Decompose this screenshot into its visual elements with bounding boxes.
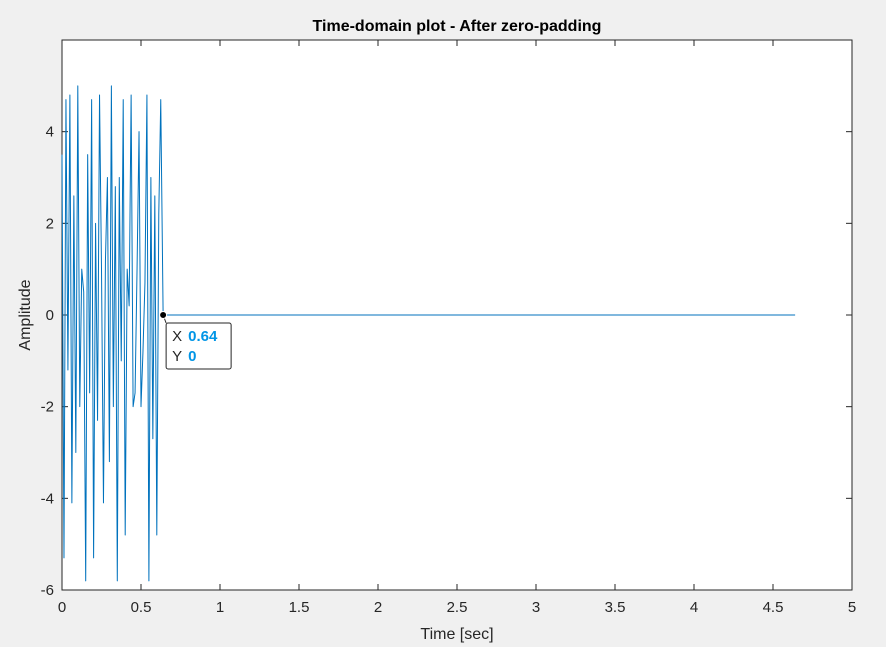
y-tick-label: -2 — [41, 399, 54, 416]
series-layer — [61, 85, 796, 582]
x-tick-label: 4.5 — [763, 599, 784, 616]
x-tick-label: 2.5 — [447, 599, 468, 616]
x-axis: 0 0.5 1 1.5 2 2.5 3 3.5 4 4.5 5 — [58, 40, 856, 616]
y-axis-label: Amplitude — [17, 279, 34, 350]
x-tick-label: 4 — [690, 599, 698, 616]
data-tip-marker — [159, 311, 168, 319]
x-axis-label: Time [sec] — [420, 626, 493, 643]
x-tick-label: 0 — [58, 599, 66, 616]
data-tip-y-key: Y — [172, 348, 182, 365]
data-tip-y-value: 0 — [188, 348, 196, 365]
series-line[interactable] — [61, 85, 796, 582]
y-axis: -6 -4 -2 0 2 4 — [41, 124, 852, 599]
x-tick-label: 0.5 — [131, 599, 152, 616]
x-tick-label: 2 — [374, 599, 382, 616]
x-tick-label: 1.5 — [289, 599, 310, 616]
data-tip[interactable]: X 0.64 Y 0 — [159, 311, 232, 370]
y-tick-label: 2 — [46, 215, 54, 232]
data-tip-box[interactable] — [165, 322, 232, 370]
y-tick-label: -6 — [41, 582, 54, 599]
x-tick-label: 5 — [848, 599, 856, 616]
y-tick-label: 0 — [46, 307, 54, 324]
chart-title: Time-domain plot - After zero-padding — [313, 18, 602, 35]
x-tick-label: 3 — [532, 599, 540, 616]
data-tip-x-value: 0.64 — [188, 328, 218, 345]
y-tick-label: 4 — [46, 124, 54, 141]
y-tick-label: -4 — [41, 490, 54, 507]
x-tick-label: 3.5 — [605, 599, 626, 616]
x-tick-label: 1 — [216, 599, 224, 616]
data-tip-x-key: X — [172, 328, 182, 345]
